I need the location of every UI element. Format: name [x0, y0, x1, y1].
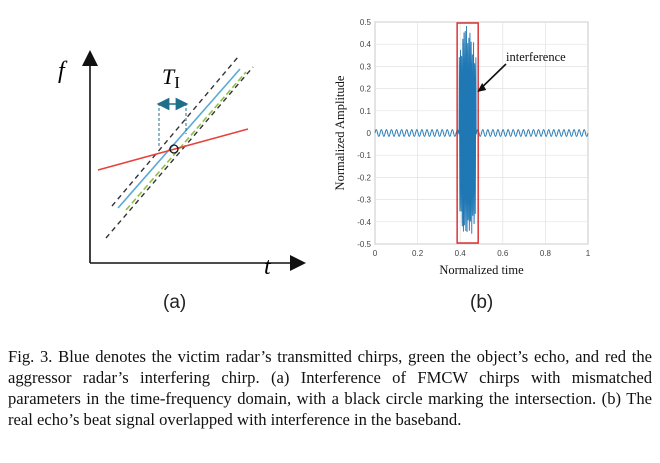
panel-b-label: (b) [470, 292, 494, 313]
baseband-signal-chart: 0 0.2 0.4 0.6 0.8 1 0.5 0.4 0.3 0.2 0.1 0 -0.1 -0.2 -0… [333, 18, 591, 277]
figure-3: f t TI (a) 0 0.2 0.4 0.6 0.8 1 0.5 0.4 0.3 0.2 0.1… [40, 12, 630, 313]
x-tick-label: 0 [373, 249, 378, 258]
figure-caption: Fig. 3. Blue denotes the victim radar’s … [8, 347, 652, 429]
time-axis-label: t [264, 254, 272, 280]
panel-a-time-frequency-diagram: f t TI [40, 40, 320, 285]
annotation-arrowhead [477, 83, 487, 92]
y-tick-label: -0.3 [357, 196, 371, 205]
x-tick-label: 0.8 [540, 249, 552, 258]
signal-series-line [374, 25, 589, 234]
y-tick-label: -0.5 [357, 240, 371, 249]
y-axis-label: Normalized Amplitude [333, 75, 347, 190]
echo-chirp-line [125, 71, 247, 211]
y-tick-label: -0.4 [357, 218, 371, 227]
y-tick-label: 0.3 [360, 62, 372, 71]
interference-annotation: interference [506, 50, 566, 64]
lower-bound-dashed-line [105, 66, 254, 239]
y-tick-label: 0.1 [360, 107, 372, 116]
y-tick-label: 0.4 [360, 40, 372, 49]
interval-label: TI [162, 64, 180, 92]
y-tick-label: -0.2 [357, 173, 371, 182]
x-tick-label: 0.2 [412, 249, 424, 258]
y-tick-label: 0 [367, 129, 372, 138]
x-tick-label: 0.4 [455, 249, 467, 258]
aggressor-chirp-line [97, 128, 249, 171]
x-tick-label: 0.6 [497, 249, 509, 258]
time-frequency-plot: f t TI [58, 50, 306, 280]
y-tick-label: -0.1 [357, 151, 371, 160]
y-tick-label: 0.2 [360, 85, 372, 94]
victim-chirp-line [117, 68, 241, 209]
interference-highlight-box [456, 22, 479, 244]
upper-bound-dashed-line [111, 56, 239, 207]
panel-b-baseband-chart: 0 0.2 0.4 0.6 0.8 1 0.5 0.4 0.3 0.2 0.1 0 -0.1 -0.2 -0… [330, 12, 630, 287]
x-tick-label: 1 [586, 249, 591, 258]
panel-a-label: (a) [163, 292, 187, 313]
y-tick-label: 0.5 [360, 18, 372, 27]
frequency-axis-label: f [58, 58, 68, 84]
intersection-circle [169, 144, 179, 154]
x-axis-label: Normalized time [439, 263, 524, 277]
